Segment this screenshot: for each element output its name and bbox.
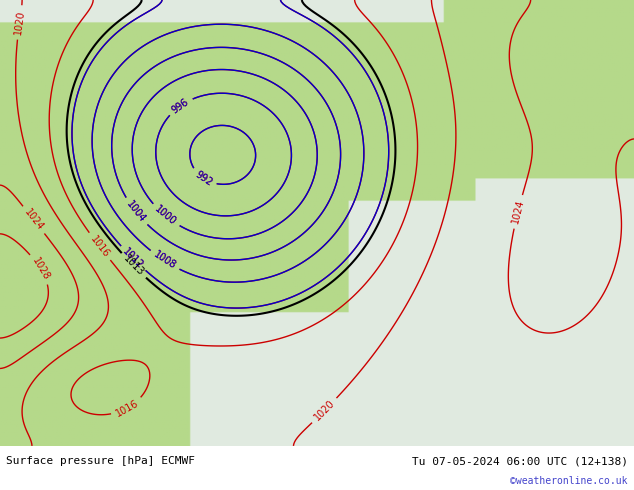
Text: 1020: 1020 (312, 398, 337, 423)
Text: 1012: 1012 (120, 246, 145, 271)
Text: 1024: 1024 (22, 207, 45, 233)
Text: 1028: 1028 (30, 256, 51, 282)
Text: 1016: 1016 (88, 234, 111, 259)
Text: 996: 996 (170, 97, 191, 115)
Text: Surface pressure [hPa] ECMWF: Surface pressure [hPa] ECMWF (6, 456, 195, 466)
Text: 1024: 1024 (510, 198, 526, 225)
Text: 1008: 1008 (152, 250, 178, 271)
Text: 1000: 1000 (153, 204, 178, 227)
Text: 992: 992 (193, 169, 214, 188)
Text: 996: 996 (170, 97, 191, 115)
Text: 1020: 1020 (13, 9, 26, 35)
Text: 1000: 1000 (153, 204, 178, 227)
Text: 1004: 1004 (124, 199, 148, 224)
Text: Tu 07-05-2024 06:00 UTC (12+138): Tu 07-05-2024 06:00 UTC (12+138) (411, 456, 628, 466)
Text: 1013: 1013 (122, 253, 146, 278)
Text: 1016: 1016 (114, 398, 140, 418)
Text: 1012: 1012 (120, 246, 145, 271)
Text: 1008: 1008 (152, 250, 178, 271)
Text: 1004: 1004 (124, 199, 148, 224)
Text: ©weatheronline.co.uk: ©weatheronline.co.uk (510, 476, 628, 486)
Text: 992: 992 (193, 169, 214, 188)
